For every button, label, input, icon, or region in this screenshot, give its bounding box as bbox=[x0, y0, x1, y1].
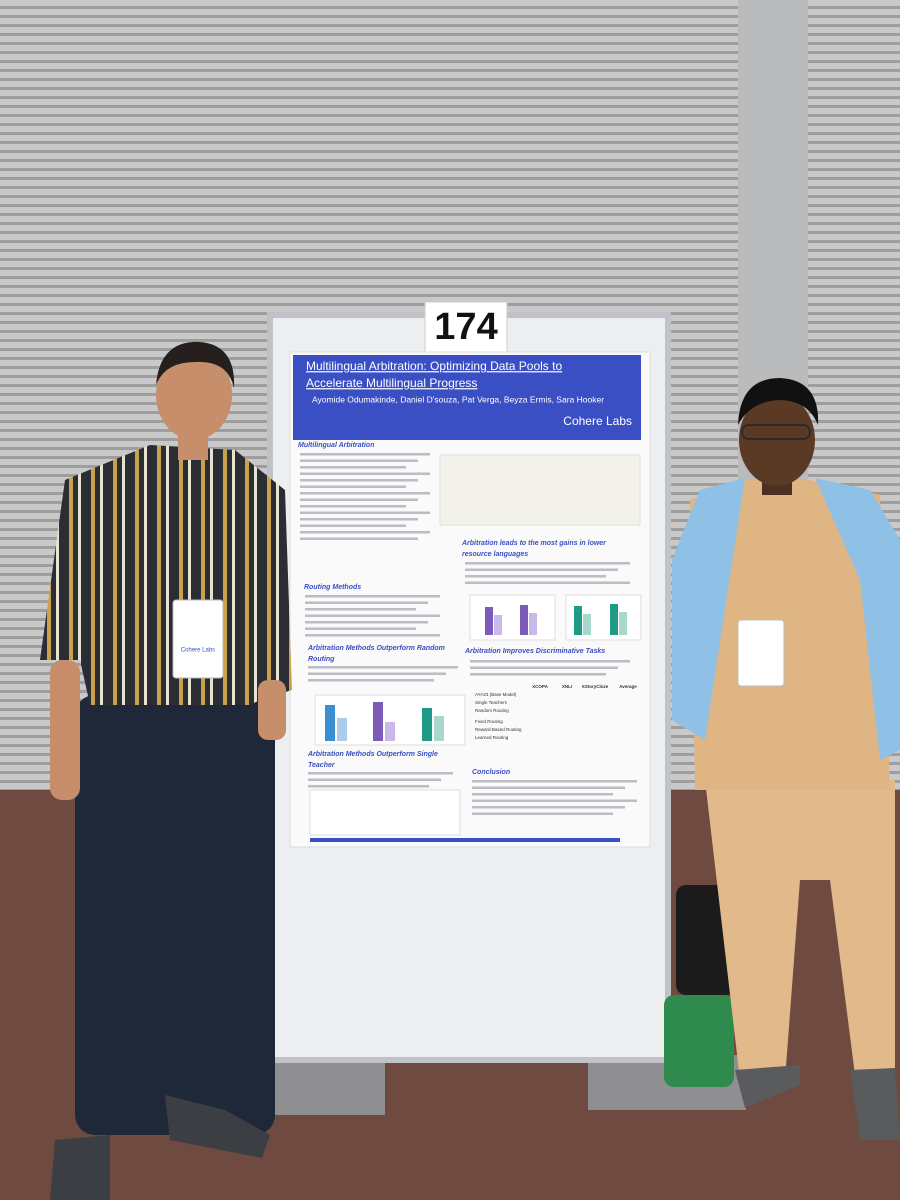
text-line bbox=[308, 666, 458, 669]
text-line bbox=[300, 479, 418, 482]
text-line bbox=[300, 485, 406, 488]
text-line bbox=[308, 778, 441, 781]
text-line bbox=[305, 621, 428, 624]
section-heading: Teacher bbox=[308, 762, 336, 769]
text-line bbox=[470, 666, 618, 669]
text-line bbox=[305, 634, 440, 637]
text-line bbox=[300, 453, 430, 456]
section-heading: Conclusion bbox=[472, 769, 510, 776]
text-line bbox=[300, 492, 430, 495]
poster-footer bbox=[310, 838, 620, 842]
text-line bbox=[472, 793, 613, 796]
table-header: XStoryCloze bbox=[582, 684, 609, 689]
table-row-label: AYA23 (Base Model) bbox=[475, 692, 517, 697]
poster-title: Multilingual Arbitration: Optimizing Dat… bbox=[306, 359, 562, 373]
text-line bbox=[305, 608, 416, 611]
poster-logo: Cohere Labs bbox=[563, 414, 632, 428]
text-line bbox=[300, 531, 430, 534]
poster-authors: Ayomide Odumakinde, Daniel D'souza, Pat … bbox=[312, 394, 604, 404]
text-line bbox=[465, 562, 630, 565]
text-line bbox=[300, 498, 418, 501]
text-line bbox=[300, 459, 418, 462]
text-line bbox=[472, 786, 625, 789]
booth-number: 174 bbox=[434, 306, 497, 348]
table-header: Average bbox=[619, 684, 637, 689]
text-line bbox=[472, 799, 637, 802]
section-heading: Multilingual Arbitration bbox=[298, 442, 374, 449]
text-line bbox=[472, 806, 625, 809]
text-line bbox=[470, 673, 606, 676]
text-line bbox=[305, 601, 428, 604]
section-heading: Arbitration Improves Discriminative Task… bbox=[464, 648, 605, 655]
table-header: XCOPA bbox=[532, 684, 548, 689]
text-line bbox=[465, 581, 630, 584]
poster-header bbox=[293, 355, 641, 440]
section-heading: Routing Methods bbox=[304, 584, 361, 591]
section-heading: Arbitration Methods Outperform Random bbox=[307, 645, 445, 652]
text-line bbox=[300, 524, 406, 527]
text-line bbox=[305, 627, 416, 630]
table-row-label: Fixed Routing bbox=[475, 719, 503, 724]
diagram bbox=[439, 454, 641, 526]
text-line bbox=[308, 772, 453, 775]
table-header: XNLI bbox=[562, 684, 572, 689]
text-line bbox=[300, 511, 430, 514]
chart-group bbox=[309, 594, 642, 836]
text-line bbox=[300, 505, 406, 508]
poster-title: Accelerate Multilingual Progress bbox=[306, 376, 477, 390]
text-line bbox=[305, 614, 440, 617]
text-line bbox=[472, 780, 637, 783]
text-line bbox=[472, 812, 613, 815]
text-line bbox=[308, 785, 429, 788]
section-heading: Arbitration leads to the most gains in l… bbox=[461, 540, 607, 547]
section-heading: resource languages bbox=[462, 551, 528, 558]
text-line bbox=[300, 466, 406, 469]
person-right bbox=[664, 378, 900, 1140]
number-sign bbox=[424, 301, 508, 355]
table-row-label: Random Routing bbox=[475, 708, 509, 713]
text-line bbox=[308, 679, 434, 682]
text-line bbox=[300, 472, 430, 475]
text-line bbox=[300, 518, 418, 521]
section-heading: Arbitration Methods Outperform Single bbox=[307, 751, 438, 758]
text-line bbox=[308, 672, 446, 675]
text-line bbox=[465, 568, 618, 571]
text-line bbox=[465, 575, 606, 578]
text-line bbox=[305, 595, 440, 598]
person-left: Cohere Labs bbox=[40, 341, 292, 1200]
badge-label: Cohere Labs bbox=[181, 648, 215, 654]
table-row-label: Learned Routing bbox=[475, 735, 509, 740]
table-row-label: Single Teachers bbox=[475, 700, 508, 705]
table-row-label: Reward-Based Routing bbox=[475, 727, 522, 732]
section-heading: Routing bbox=[308, 656, 335, 663]
text-line bbox=[300, 537, 418, 540]
text-line bbox=[470, 660, 630, 663]
